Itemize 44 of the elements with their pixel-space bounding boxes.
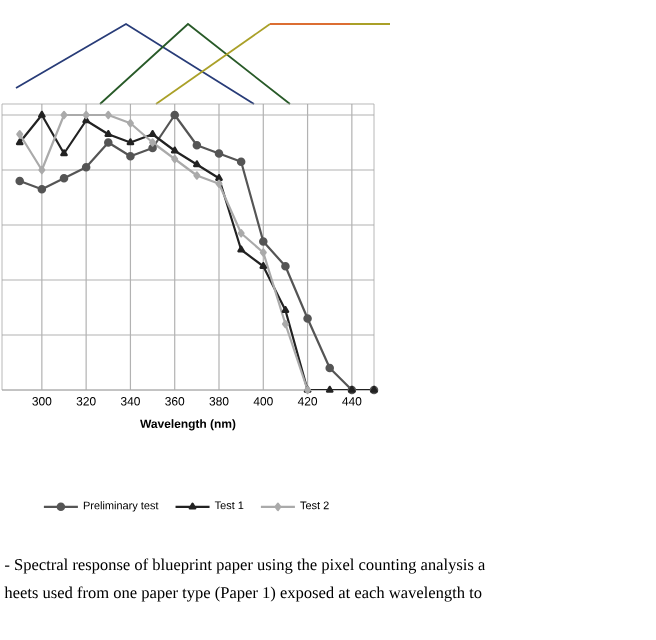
point [193, 171, 201, 180]
point [170, 110, 180, 120]
point [104, 138, 113, 147]
point [149, 138, 157, 147]
point [214, 149, 224, 158]
point [259, 237, 268, 246]
point [170, 146, 179, 154]
point [281, 305, 290, 313]
point [259, 261, 268, 269]
point [15, 138, 24, 146]
point [37, 110, 46, 118]
point [60, 110, 68, 120]
point [215, 179, 223, 189]
point [281, 261, 290, 271]
point [104, 129, 113, 137]
point [171, 154, 179, 164]
point [15, 176, 25, 186]
point [148, 129, 157, 137]
point [236, 157, 246, 167]
point [126, 138, 135, 146]
point [126, 118, 134, 128]
point [303, 314, 312, 323]
point [215, 173, 223, 181]
point [38, 165, 46, 175]
point [126, 151, 135, 161]
point [192, 140, 202, 150]
point [16, 129, 24, 139]
point [82, 110, 90, 120]
point [259, 248, 267, 257]
point [37, 184, 47, 194]
point [237, 245, 246, 253]
point [193, 160, 201, 168]
text: heets used from one paper type (Paper 1) exposed at each wavelength to [4, 586, 482, 602]
point [60, 149, 68, 157]
point [104, 110, 112, 120]
point [59, 173, 69, 183]
point [81, 162, 91, 172]
text: - Spectral response of blueprint paper using the pixel counting analysis a [5, 558, 486, 574]
point [281, 319, 289, 329]
point [325, 385, 334, 393]
point [148, 143, 157, 153]
point [237, 228, 245, 238]
point [325, 363, 335, 373]
point [82, 116, 91, 124]
